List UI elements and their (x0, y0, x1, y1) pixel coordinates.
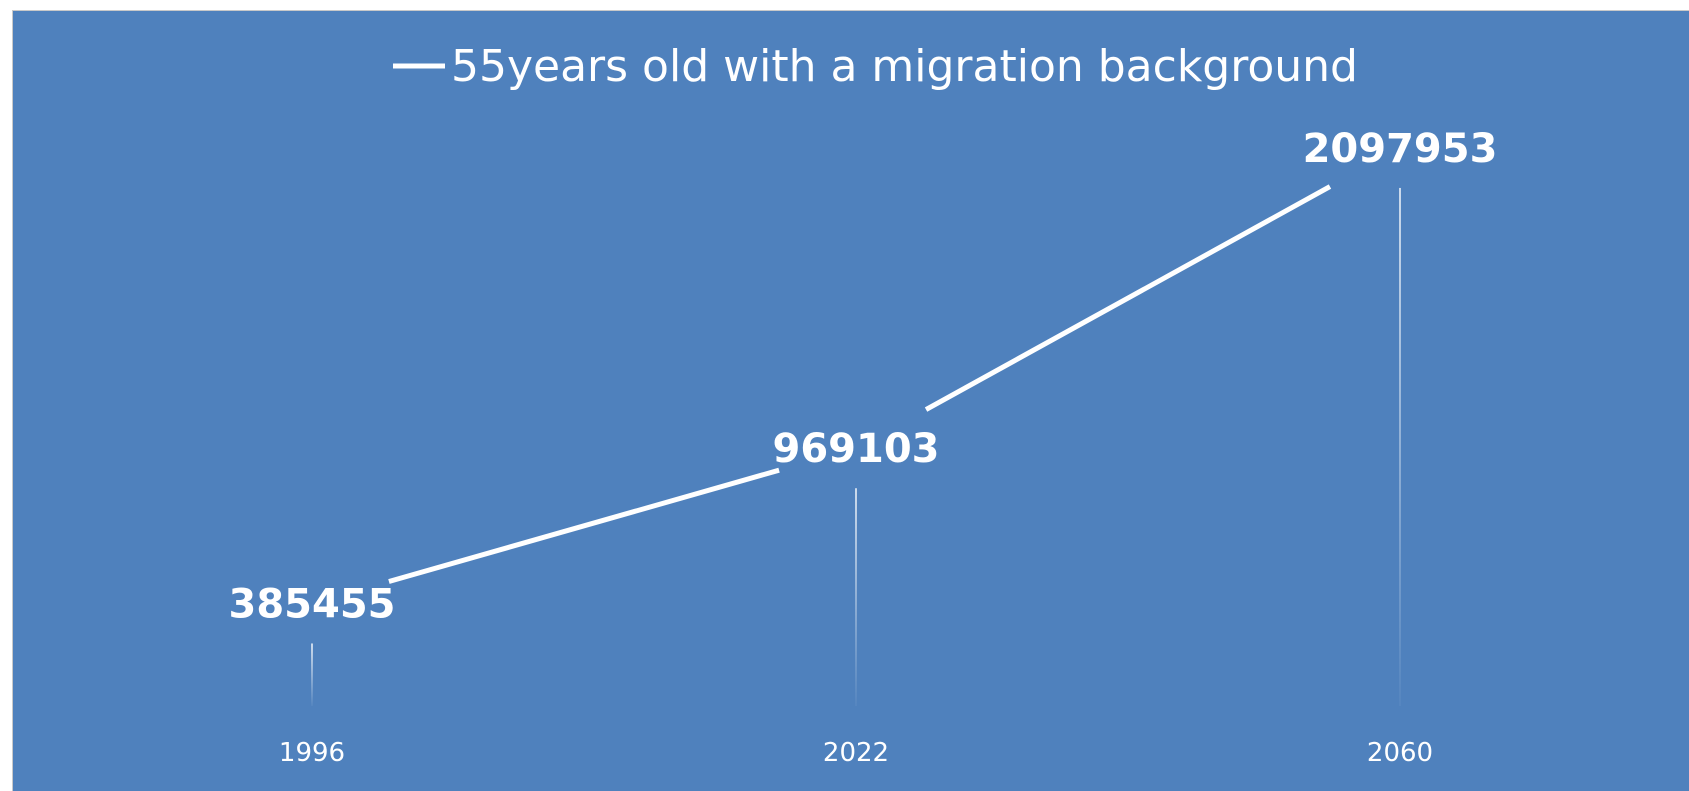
series-line-segment (924, 184, 1332, 412)
data-labels: 385455 969103 2097953 (229, 126, 1498, 628)
series-line-group (388, 184, 1332, 584)
x-tick-label-2022: 2022 (823, 738, 889, 768)
drop-line-1996 (311, 643, 313, 706)
data-label-2060: 2097953 (1303, 126, 1498, 172)
legend: 55years old with a migration background (393, 41, 1358, 92)
line-chart: 55years old with a migration background … (13, 11, 1689, 791)
x-tick-label-1996: 1996 (279, 738, 345, 768)
data-label-1996: 385455 (229, 581, 396, 627)
drop-line-2022 (855, 488, 857, 706)
x-axis-tick-labels: 1996 2022 2060 (279, 738, 1433, 768)
series-line-segment (388, 467, 780, 584)
drop-lines (311, 187, 1401, 706)
data-label-2022: 969103 (773, 426, 940, 472)
chart-background (13, 11, 1689, 791)
legend-series-name: 55years old with a migration background (451, 41, 1358, 92)
drop-line-2060 (1399, 187, 1401, 706)
x-tick-label-2060: 2060 (1367, 738, 1433, 768)
chart-area: 55years old with a migration background … (12, 10, 1689, 791)
